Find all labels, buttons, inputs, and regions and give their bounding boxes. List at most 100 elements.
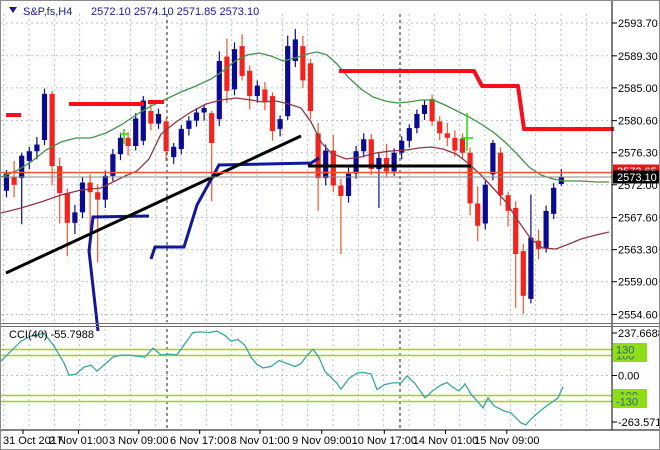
support-step-line[interactable] [149,156,320,260]
candle-body [269,96,276,132]
cci-level-label: -130 [616,397,638,409]
candle-body [376,157,382,170]
line-price-label: 2573.65 [613,164,659,178]
candle-body [262,89,268,102]
candle-body [193,112,200,121]
trendline[interactable] [5,134,302,275]
price-tick-label: 2580.60 [618,116,658,128]
candle-body [338,185,344,196]
price-tick-label: 2567.60 [618,213,658,225]
pane-frame [1,1,659,431]
candle-body [421,105,428,114]
resistance-step-line[interactable] [339,69,614,131]
candle-body [307,63,314,111]
time-tick-label: 10 Nov 17:00 [352,435,417,447]
candle-body [11,177,17,185]
candle-body [285,46,291,117]
candle-body [133,118,139,147]
time-tick-label: 6 Nov 17:00 [170,435,229,447]
candle-body [95,192,101,200]
candle-body [140,100,146,141]
current-price-label: 2573.10 [613,170,659,184]
candle-body [513,207,519,255]
candle-body [102,175,108,200]
candle-body [231,49,238,90]
time-tick-label: 31 Oct 2017 [3,435,63,447]
candle-body [254,85,260,97]
candle-body [452,137,458,151]
lower-ma-line [1,97,610,250]
candle-body [505,195,511,211]
period-separators [166,14,401,428]
price-tick-label: 2563.30 [618,245,658,257]
cci-indicator-line [1,330,564,426]
candle-body [224,56,230,91]
candle-body [497,152,504,196]
candle-body [49,93,55,167]
candle-body [444,133,450,138]
moving-averages [1,51,610,250]
candle-body [125,137,131,147]
time-tick-label: 3 Nov 09:00 [109,435,168,447]
candle-body [361,139,367,152]
candle-body [3,173,10,191]
price-tick-label: 2589.30 [618,51,658,63]
candle-body [148,110,154,124]
svg-text:2573.65: 2573.65 [617,166,657,178]
candle-body [406,128,412,141]
candle-body [323,150,329,179]
candle-body [163,121,169,152]
candle-body [467,152,473,204]
candle-body [399,140,405,153]
chart-dropdown-icon[interactable] [9,7,17,13]
candle-body [216,61,222,120]
candle-body [437,121,443,134]
candle-body [475,203,481,226]
time-tick-label: 14 Nov 01:00 [413,435,478,447]
cci-label: CCI(40) -55.7988 [9,329,94,341]
candle-body [186,120,192,129]
candles-layer [3,28,564,314]
time-tick-label: 2 Nov 01:00 [49,435,108,447]
candle-body [520,251,526,296]
candle-body [543,210,549,249]
upper-ma-line [1,51,609,183]
candle-body [239,46,245,76]
candle-body [247,70,253,97]
candle-body [391,152,397,172]
candle-body [171,146,177,158]
chart-title-symbol: S&P,fs,H4 [23,6,72,18]
candle-body [482,184,488,224]
price-tick-label: 2576.30 [618,148,658,160]
candle-body [277,119,283,129]
candle-body [429,99,435,122]
svg-text:2573.10: 2573.10 [617,172,657,184]
candle-body [292,39,298,62]
candle-body [490,143,496,175]
cci-scale-top: 237.6688 [618,328,660,340]
grid-lines [1,14,612,428]
price-tick-label: 2585.00 [618,83,658,95]
cci-level-label-bg [613,343,647,356]
cci-level-label: 130 [616,345,634,357]
time-tick-label: 9 Nov 09:00 [292,435,351,447]
price-tick-label: 2554.60 [618,309,658,321]
candle-body [79,182,86,213]
candle-body [72,212,78,223]
candle-body [345,173,352,196]
cci-level-label-bg [613,395,647,408]
price-axis[interactable]: 2593.702589.302585.002580.602576.302572.… [612,18,660,429]
candle-body [87,182,93,193]
candle-body [34,144,40,152]
candle-body [528,237,534,299]
price-horizontal-lines[interactable] [1,171,612,178]
candle-body [26,151,32,161]
candle-body [41,93,48,141]
time-tick-label: 15 Nov 09:00 [474,435,539,447]
price-tick-label: 2593.70 [618,18,658,30]
drawn-objects[interactable] [5,69,614,332]
candle-body [353,151,359,174]
